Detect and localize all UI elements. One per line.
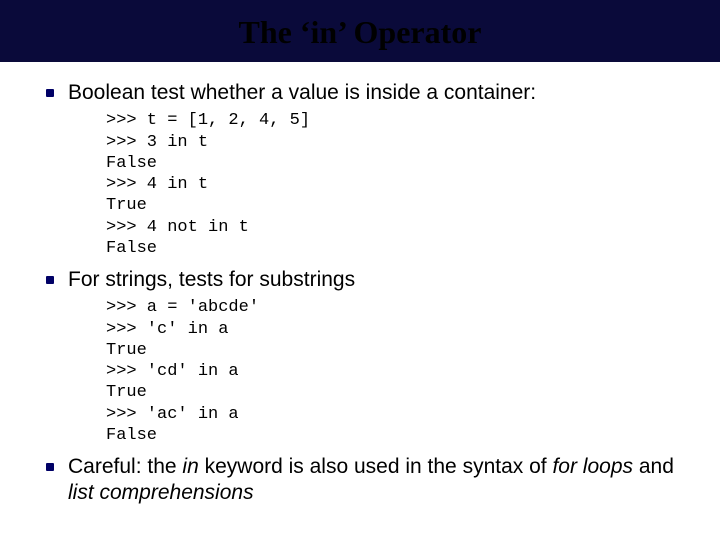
text-run: keyword is also used in the syntax of — [199, 455, 553, 478]
bullet-item: Boolean test whether a value is inside a… — [40, 80, 680, 259]
code-block: >>> a = 'abcde' >>> 'c' in a True >>> 'c… — [106, 297, 680, 446]
italic-run: in — [182, 455, 198, 478]
bullet-item: Careful: the in keyword is also used in … — [40, 454, 680, 507]
italic-run: for loops — [552, 455, 633, 478]
slide-content: Boolean test whether a value is inside a… — [0, 62, 720, 507]
bullet-text: Careful: the in keyword is also used in … — [68, 454, 680, 507]
bullet-item: For strings, tests for substrings >>> a … — [40, 267, 680, 446]
bullet-text: Boolean test whether a value is inside a… — [68, 80, 680, 106]
bullet-list: Boolean test whether a value is inside a… — [40, 80, 680, 507]
bullet-text: For strings, tests for substrings — [68, 267, 680, 293]
title-band: The ‘in’ Operator — [0, 0, 720, 62]
code-block: >>> t = [1, 2, 4, 5] >>> 3 in t False >>… — [106, 110, 680, 259]
text-run: and — [633, 455, 674, 478]
slide-title: The ‘in’ Operator — [239, 14, 482, 51]
text-run: Careful: the — [68, 455, 182, 478]
italic-run: list comprehensions — [68, 481, 254, 504]
